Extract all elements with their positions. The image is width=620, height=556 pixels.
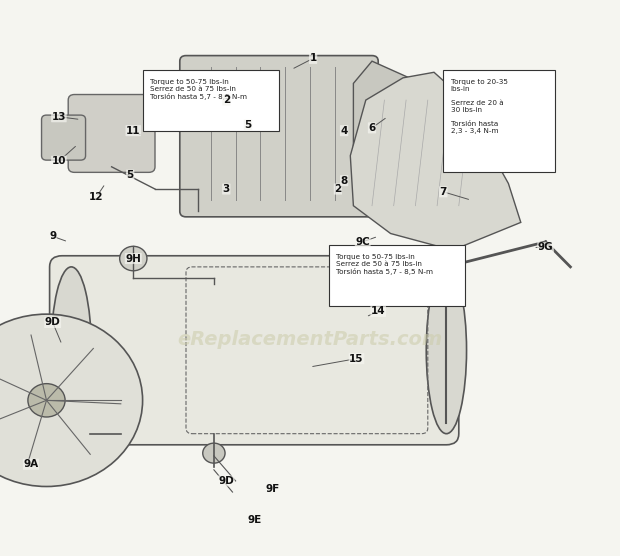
Text: 1: 1 — [309, 53, 317, 63]
Text: 15: 15 — [349, 354, 364, 364]
Text: 10: 10 — [51, 156, 66, 166]
Text: 5: 5 — [244, 120, 252, 130]
Text: 3: 3 — [223, 184, 230, 194]
Text: 9F: 9F — [266, 484, 280, 494]
Text: 9: 9 — [49, 231, 56, 241]
Text: 6: 6 — [368, 123, 376, 133]
FancyBboxPatch shape — [50, 256, 459, 445]
Text: 9D: 9D — [45, 317, 61, 327]
Text: 5: 5 — [126, 170, 134, 180]
Text: 4: 4 — [340, 126, 348, 136]
Circle shape — [203, 443, 225, 463]
Text: 7: 7 — [440, 187, 447, 197]
Text: 12: 12 — [89, 192, 104, 202]
Text: 2: 2 — [223, 95, 230, 105]
Text: 8: 8 — [340, 176, 348, 186]
Polygon shape — [353, 61, 434, 183]
Text: Torque to 20-35
lbs-in

Serrez de 20 à
30 lbs-in

Torsión hasta
2,3 - 3,4 N-m: Torque to 20-35 lbs-in Serrez de 20 à 30… — [451, 79, 508, 134]
FancyBboxPatch shape — [42, 115, 86, 160]
Text: Torque to 50-75 lbs-in
Serrez de 50 à 75 lbs-in
Torsión hasta 5,7 - 8,5 N-m: Torque to 50-75 lbs-in Serrez de 50 à 75… — [150, 79, 247, 100]
Text: 9D: 9D — [218, 476, 234, 486]
FancyBboxPatch shape — [180, 56, 378, 217]
Text: 2: 2 — [334, 184, 342, 194]
FancyBboxPatch shape — [329, 245, 465, 306]
Text: 9C: 9C — [355, 237, 370, 247]
Text: eReplacementParts.com: eReplacementParts.com — [177, 330, 443, 349]
Ellipse shape — [427, 267, 466, 434]
FancyBboxPatch shape — [443, 70, 555, 172]
Text: 13: 13 — [51, 112, 66, 122]
Text: Torque to 50-75 lbs-in
Serrez de 50 à 75 lbs-in
Torsión hasta 5,7 - 8,5 N-m: Torque to 50-75 lbs-in Serrez de 50 à 75… — [336, 254, 433, 275]
Circle shape — [28, 384, 65, 417]
FancyBboxPatch shape — [143, 70, 279, 131]
Ellipse shape — [51, 267, 92, 434]
Circle shape — [0, 314, 143, 486]
Circle shape — [120, 246, 147, 271]
Text: 14: 14 — [371, 306, 386, 316]
Text: 11: 11 — [126, 126, 141, 136]
Text: 9A: 9A — [24, 459, 38, 469]
Text: 9E: 9E — [247, 515, 261, 525]
Text: 9H: 9H — [125, 254, 141, 264]
Polygon shape — [350, 72, 521, 250]
Text: 9G: 9G — [538, 242, 554, 252]
FancyBboxPatch shape — [68, 95, 155, 172]
